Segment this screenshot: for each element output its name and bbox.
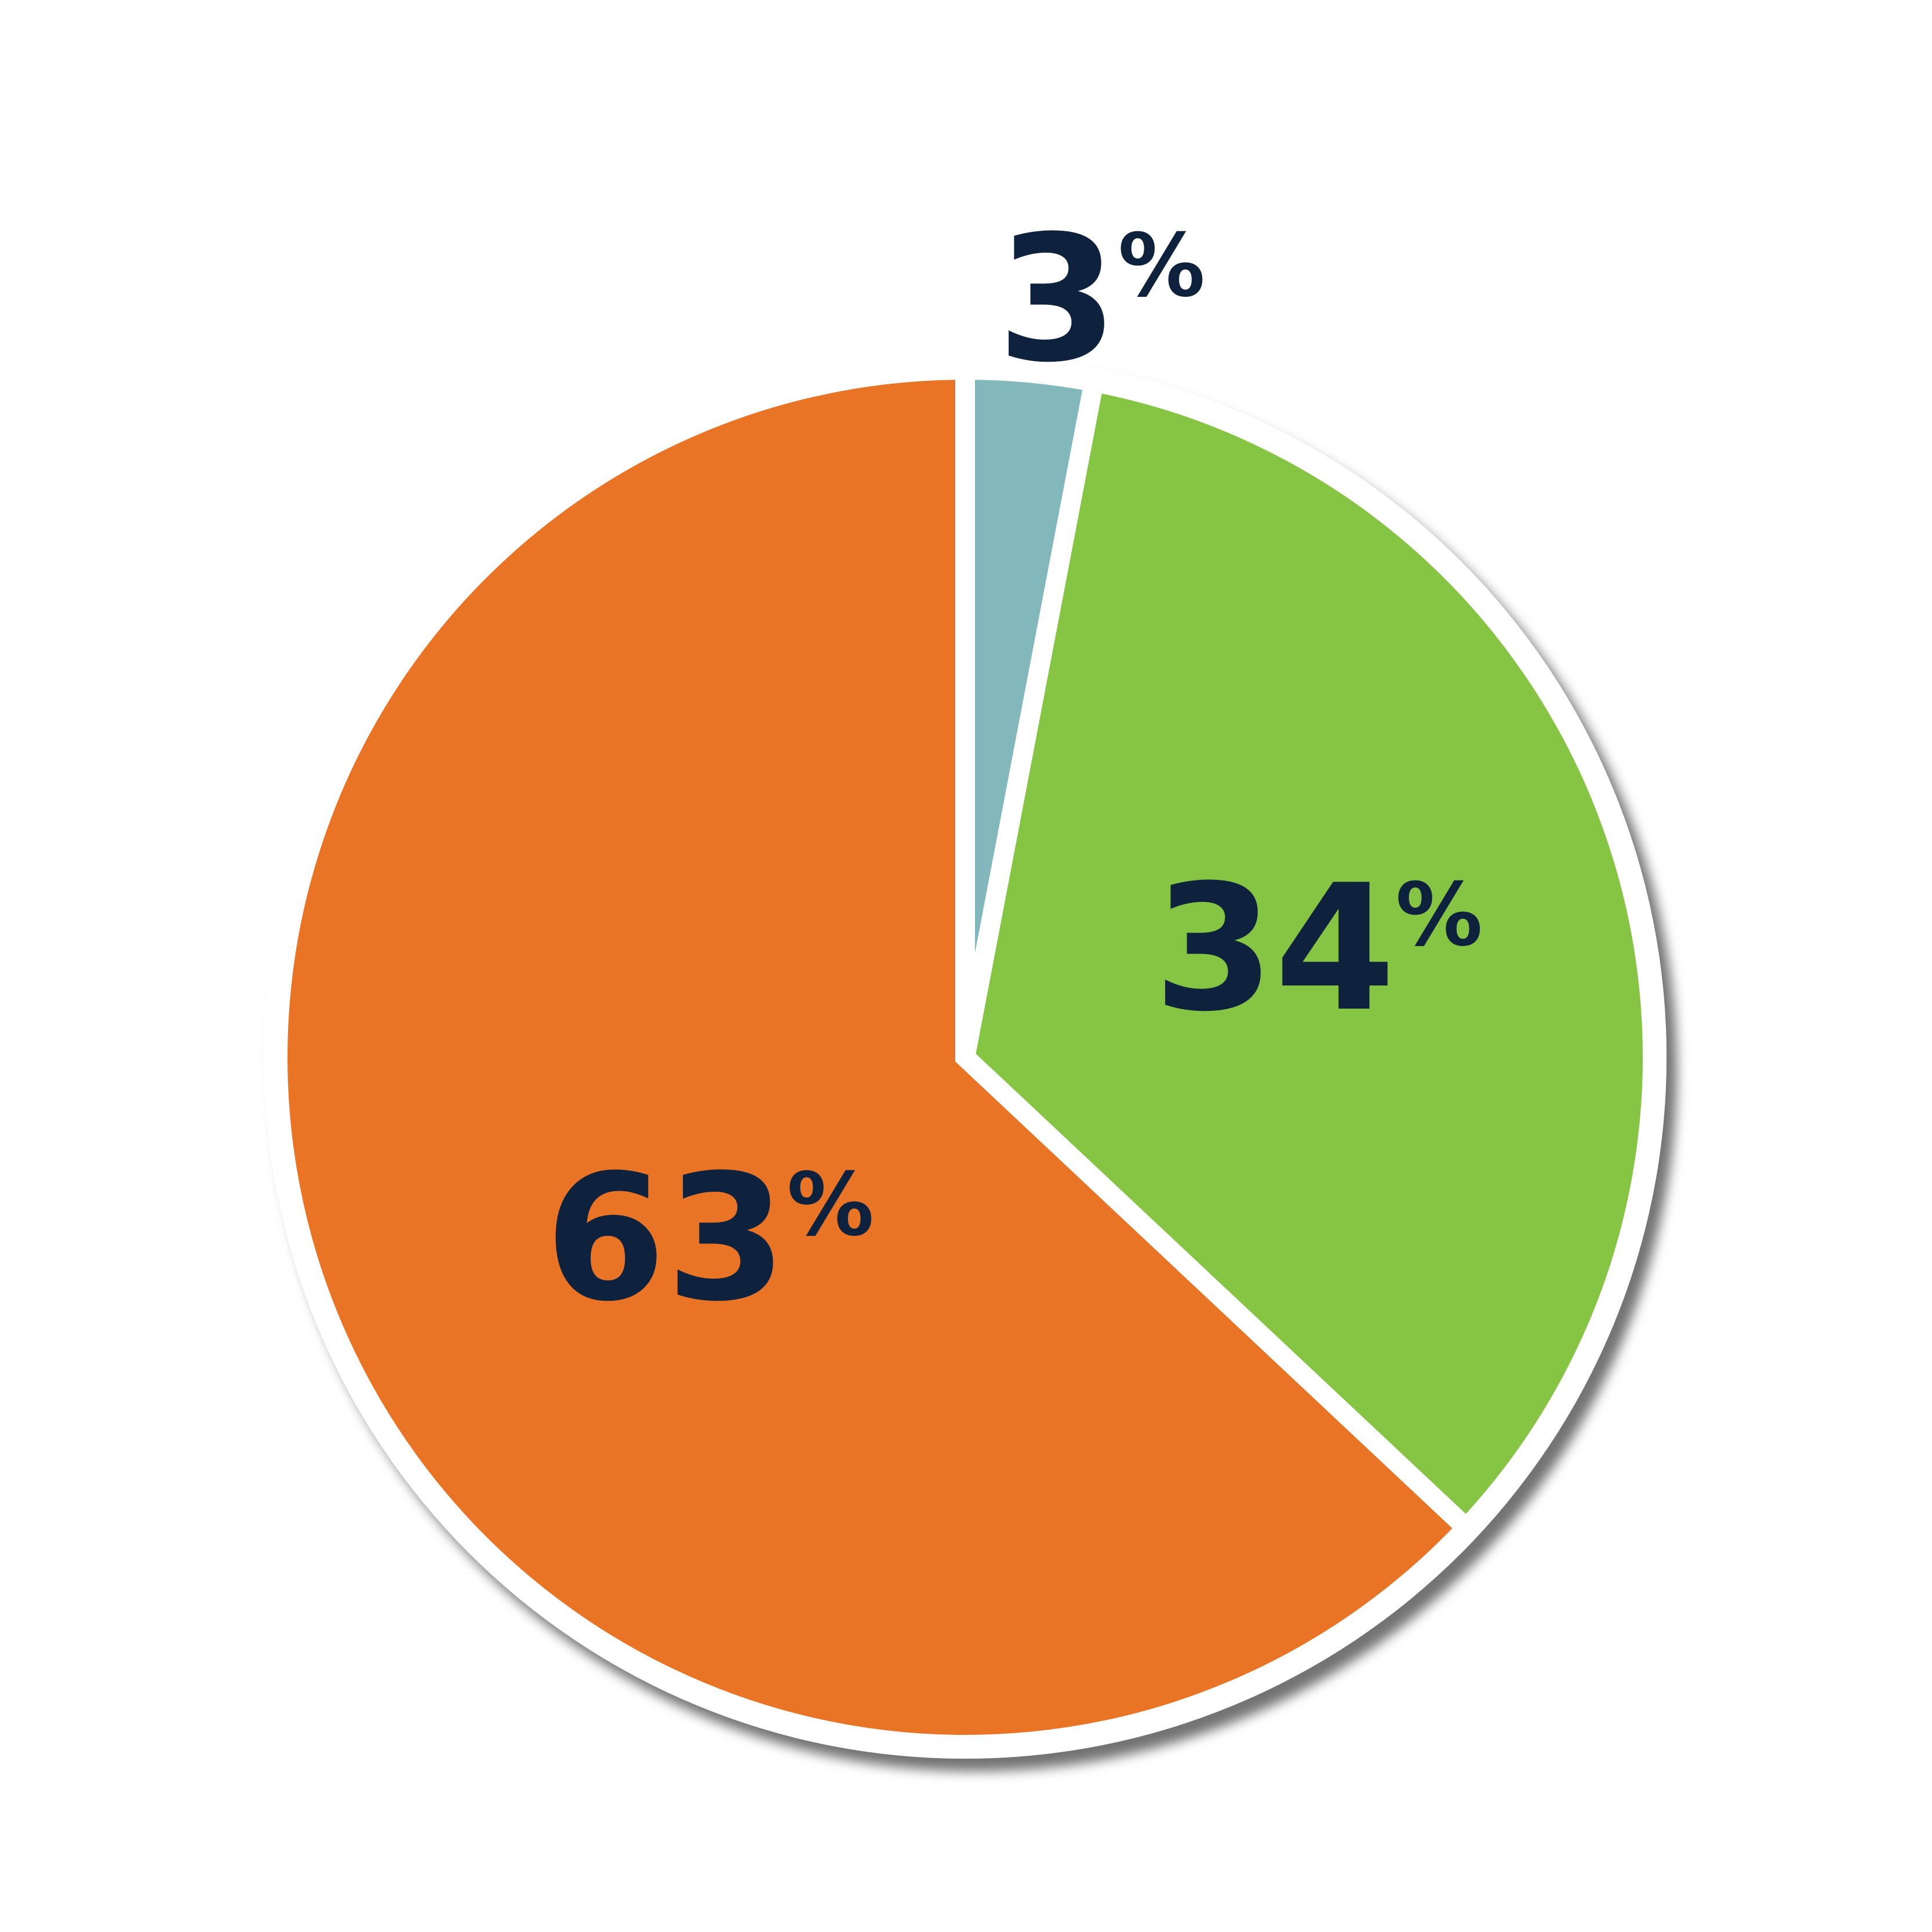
pie-slices (268, 359, 1662, 1755)
slice-label-3: 3% (997, 198, 1205, 401)
pie-labels: 3% 34% 63% (545, 198, 1483, 1340)
slice-label-34: 34% (1154, 847, 1483, 1050)
pie-slice-63 (268, 359, 1480, 1755)
pie-slice-34 (954, 370, 1662, 1542)
slice-label-63: 63% (545, 1137, 874, 1340)
